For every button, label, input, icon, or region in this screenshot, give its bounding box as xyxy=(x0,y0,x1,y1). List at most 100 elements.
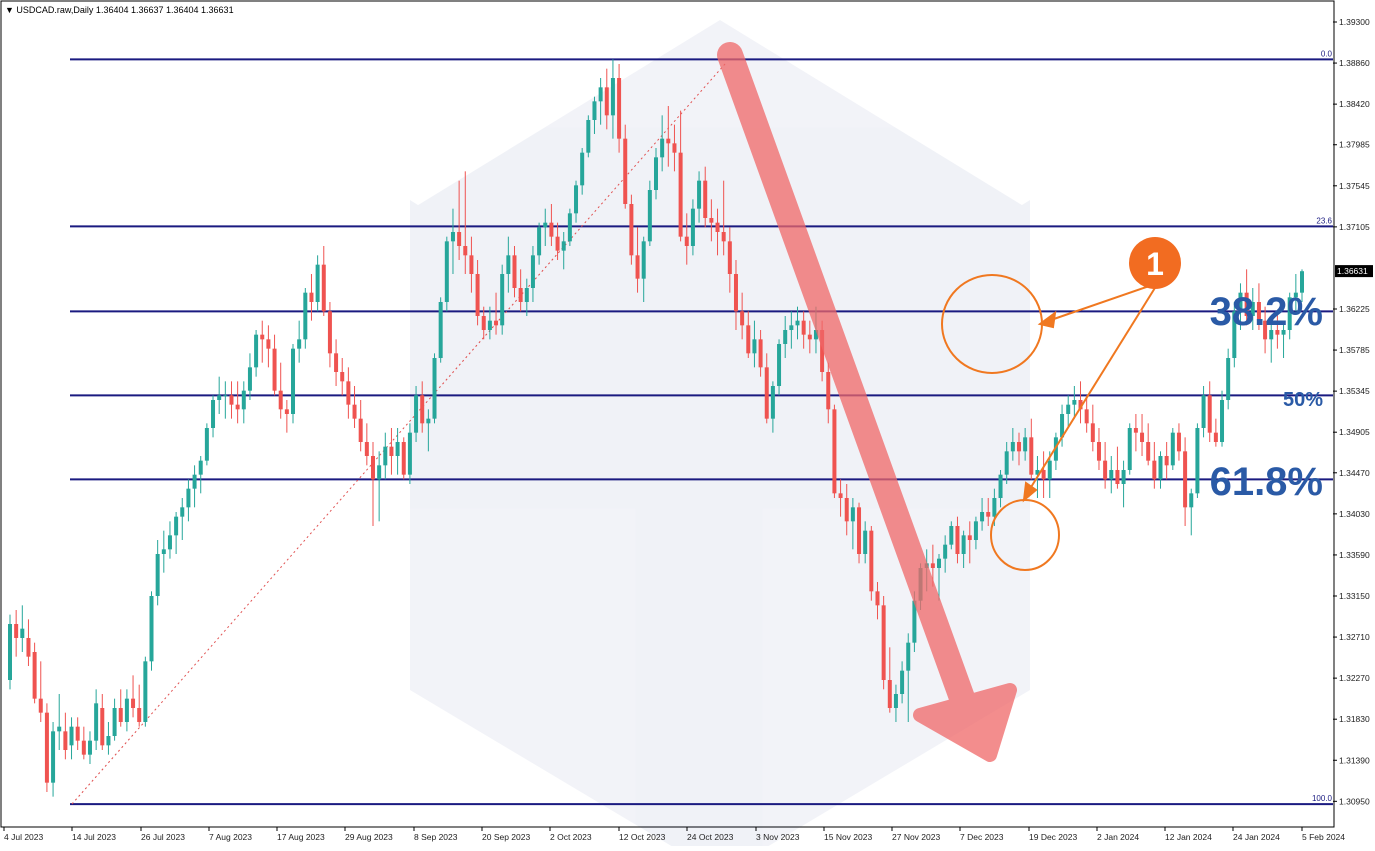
candle-body xyxy=(420,395,425,424)
candle xyxy=(986,498,991,526)
candle-body xyxy=(131,698,136,708)
candle xyxy=(143,656,148,727)
candle-body xyxy=(887,680,892,708)
candle xyxy=(592,96,597,134)
candle xyxy=(770,381,775,433)
candle-body xyxy=(703,180,708,218)
candle xyxy=(980,498,985,531)
candle xyxy=(881,596,886,690)
candle-body xyxy=(857,507,862,554)
candle xyxy=(155,540,160,606)
candle-body xyxy=(721,232,726,242)
candle xyxy=(795,306,800,340)
candle xyxy=(746,311,751,358)
candle xyxy=(783,316,788,358)
candle-body xyxy=(949,526,954,545)
candle-body xyxy=(44,712,49,783)
candle xyxy=(869,526,874,601)
candle-body xyxy=(1060,414,1065,438)
candle xyxy=(863,521,868,564)
candle xyxy=(1220,390,1225,447)
candle xyxy=(87,731,92,764)
candle-body xyxy=(444,241,449,302)
y-tick-label: 1.30950 xyxy=(1339,796,1370,806)
pct-label-38: 38.2% xyxy=(1210,290,1323,334)
candle-body xyxy=(690,208,695,246)
candle xyxy=(1072,386,1077,419)
candle-body xyxy=(1023,437,1028,452)
candle xyxy=(893,684,898,722)
candle xyxy=(1060,404,1065,447)
x-tick-label: 5 Feb 2024 xyxy=(1302,832,1345,842)
candle-body xyxy=(937,558,942,568)
marker-1-label: 1 xyxy=(1146,246,1164,282)
candle xyxy=(383,432,388,480)
candle-body xyxy=(235,404,240,410)
x-tick-label: 2 Oct 2023 xyxy=(550,832,592,842)
candle xyxy=(1176,423,1181,461)
candle-body xyxy=(327,311,332,354)
candle-body xyxy=(100,708,105,746)
candle-body xyxy=(561,241,566,251)
current-price-label: 1.36631 xyxy=(1337,266,1368,276)
candle xyxy=(1103,442,1108,489)
time-axis: 4 Jul 2023 14 Jul 2023 26 Jul 2023 7 Aug 20… xyxy=(3,827,1345,842)
candle-body xyxy=(672,143,677,153)
candle-body xyxy=(1121,470,1126,484)
fib-level-label: 0.0 xyxy=(1321,49,1333,58)
y-tick-label: 1.33150 xyxy=(1339,591,1370,601)
candle-body xyxy=(943,544,948,559)
candle xyxy=(1250,288,1255,330)
candle xyxy=(38,661,43,722)
candle xyxy=(1287,292,1292,340)
candle xyxy=(598,78,603,125)
candle-body xyxy=(1213,432,1218,442)
candle-body xyxy=(192,474,197,489)
candle-body xyxy=(358,418,363,442)
candle xyxy=(1004,442,1009,484)
candle-body xyxy=(204,428,209,461)
candle-body xyxy=(1115,470,1120,484)
candle-body xyxy=(383,446,388,466)
candle xyxy=(537,222,542,265)
candle-body xyxy=(370,456,375,480)
candle-body xyxy=(198,460,203,475)
candle-body xyxy=(469,255,474,274)
candle-body xyxy=(26,638,31,657)
fib-level-label: 23.6 xyxy=(1316,216,1332,225)
candle-body xyxy=(832,409,837,494)
candle-body xyxy=(1250,302,1255,316)
x-tick-label: 19 Dec 2023 xyxy=(1029,832,1077,842)
candle-body xyxy=(475,274,480,316)
candle-body xyxy=(838,493,843,498)
x-tick-label: 7 Aug 2023 xyxy=(209,832,252,842)
candle-body xyxy=(1183,451,1188,508)
candle-body xyxy=(260,334,265,340)
candle-body xyxy=(297,339,302,349)
candle xyxy=(260,320,265,363)
candle xyxy=(826,362,831,424)
candle-body xyxy=(586,120,591,153)
candle xyxy=(487,306,492,340)
candle-body xyxy=(69,726,74,746)
candle xyxy=(857,502,862,564)
candle xyxy=(844,484,849,536)
candle xyxy=(1096,428,1101,470)
candle-body xyxy=(229,395,234,405)
candle-body xyxy=(494,320,499,326)
candle-body xyxy=(1232,311,1237,358)
candle-body xyxy=(660,138,665,158)
candle xyxy=(906,633,911,722)
candle-body xyxy=(63,731,68,750)
candle-body xyxy=(1263,320,1268,340)
candle-body xyxy=(574,185,579,214)
candle-body xyxy=(1047,460,1052,480)
candle-body xyxy=(1016,442,1021,452)
candle-body xyxy=(900,670,905,694)
candle-body xyxy=(500,274,505,326)
fib-level-label: 100.0 xyxy=(1312,794,1333,803)
x-tick-label: 29 Aug 2023 xyxy=(345,832,393,842)
candle-body xyxy=(463,246,468,256)
candle xyxy=(1115,446,1120,489)
